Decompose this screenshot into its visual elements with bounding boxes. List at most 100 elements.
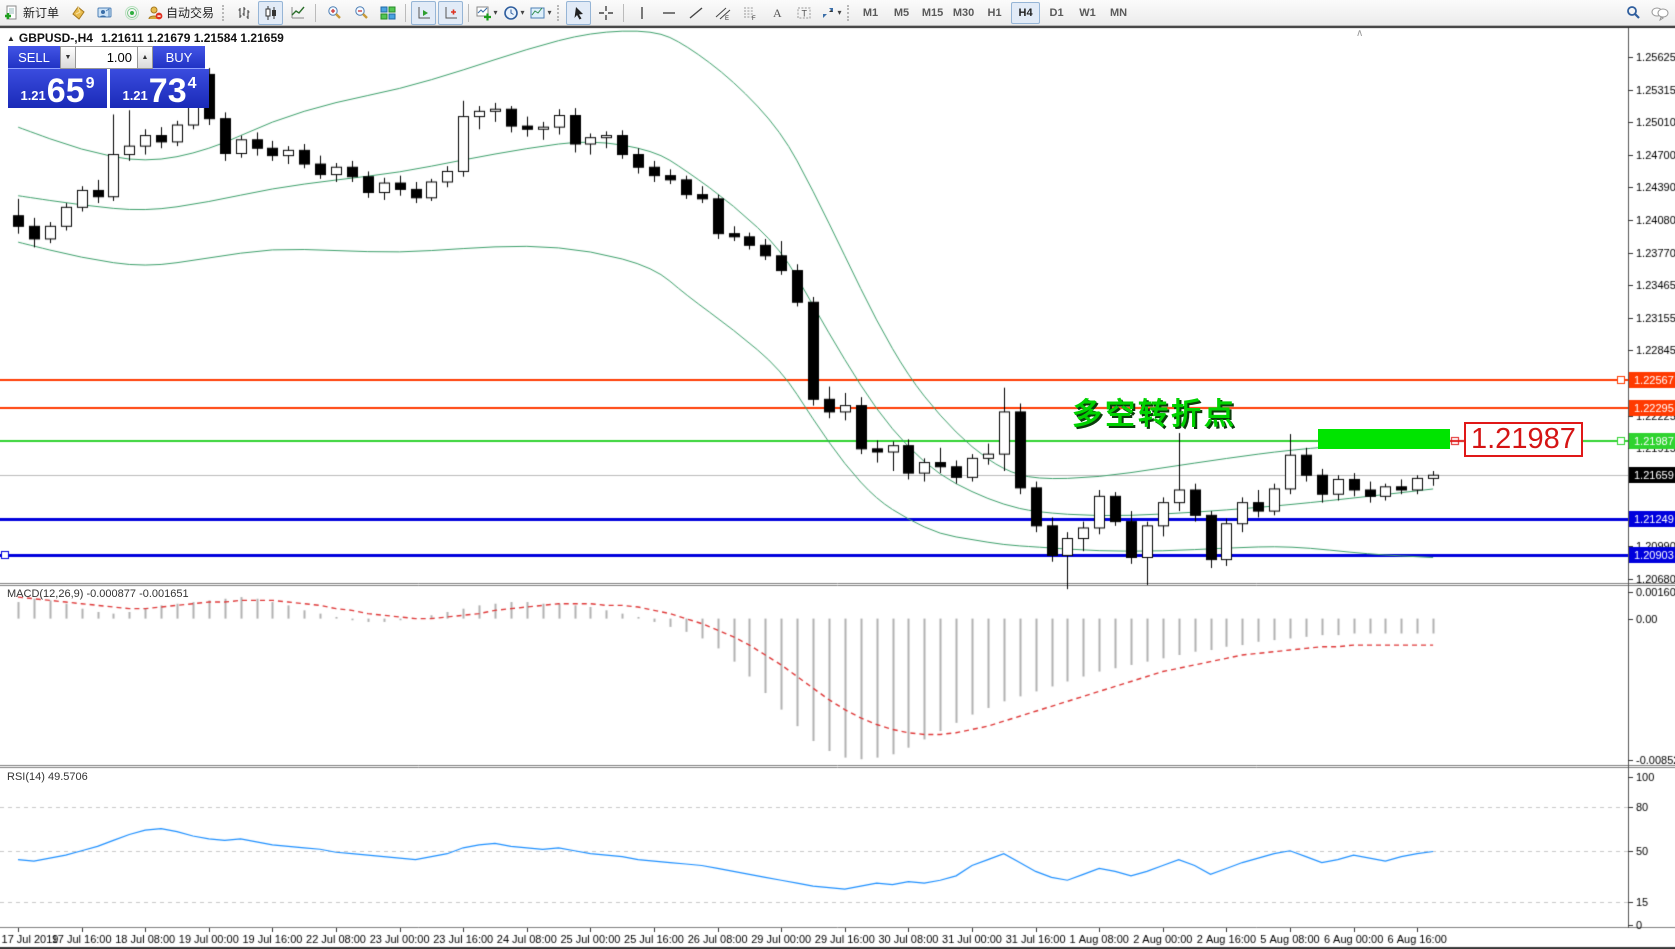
bid-price-button[interactable]: 1.21 65 9 <box>8 69 107 108</box>
tab-m30[interactable]: M30 <box>952 6 975 19</box>
bid-pipette: 9 <box>85 75 95 92</box>
horizontal-line-button[interactable] <box>656 1 681 25</box>
vertical-line-button[interactable] <box>629 1 654 25</box>
bid-prefix: 1.21 <box>20 88 46 103</box>
zoom-out-icon <box>353 5 369 21</box>
text-button[interactable]: A <box>764 1 789 25</box>
auto-trading-label: 自动交易 <box>166 6 215 20</box>
templates-button[interactable]: ▾ <box>528 1 553 25</box>
supply-zone-rectangle[interactable] <box>1318 429 1450 449</box>
toolbar-handle <box>847 4 852 21</box>
tab-d1[interactable]: D1 <box>1049 6 1064 19</box>
vertical-line-icon <box>634 5 650 21</box>
signal-button[interactable] <box>119 1 144 25</box>
chart-symbol-period: GBPUSD-,H4 <box>18 31 93 45</box>
equidistant-channel-icon: E <box>715 5 731 21</box>
chevron-down-icon: ▾ <box>520 8 525 17</box>
line-chart-button[interactable] <box>285 1 310 25</box>
volume-input[interactable]: 1.00 <box>76 46 137 69</box>
macd-indicator-label: MACD(12,26,9) -0.000877 -0.001651 <box>7 588 189 600</box>
chat-button[interactable] <box>1647 1 1672 25</box>
volume-increase-button[interactable]: ▲ <box>137 46 153 69</box>
chart-shift-button[interactable] <box>438 0 464 25</box>
svg-text:E: E <box>725 16 729 21</box>
add-indicator-button[interactable]: ▾ <box>474 1 499 25</box>
price-flag-label[interactable]: 1.21987 <box>1464 422 1583 457</box>
sell-label: SELL <box>18 49 50 65</box>
new-order-label: 新订单 <box>23 6 60 20</box>
one-click-trading-panel: SELL ▼ 1.00 ▲ BUY 1.21 65 9 1.21 73 4 <box>8 46 209 108</box>
zoom-in-icon <box>326 5 342 21</box>
add-indicator-icon <box>476 5 492 21</box>
bar-chart-button[interactable] <box>231 1 256 25</box>
ask-prefix: 1.21 <box>122 88 148 103</box>
search-icon <box>1625 5 1641 21</box>
tab-mn[interactable]: MN <box>1109 6 1128 19</box>
signal-icon <box>124 5 140 21</box>
svg-text:A: A <box>773 6 782 20</box>
candlestick-chart-button[interactable] <box>258 0 284 25</box>
tab-w1[interactable]: W1 <box>1079 6 1096 19</box>
svg-text:F: F <box>752 16 756 21</box>
fibonacci-button[interactable]: F <box>737 1 762 25</box>
zoom-in-button[interactable] <box>321 1 346 25</box>
chart-ohlc-values: 1.21611 1.21679 1.21584 1.21659 <box>100 31 284 45</box>
tab-h1[interactable]: H1 <box>987 6 1002 19</box>
toolbar-separator <box>315 3 317 22</box>
text-label-button[interactable]: T <box>791 1 816 25</box>
zoom-out-button[interactable] <box>348 1 373 25</box>
toolbar-separator <box>405 3 407 22</box>
crosshair-icon <box>598 5 614 21</box>
bid-big-digits: 65 <box>46 72 85 110</box>
shapes-arrows-icon <box>820 5 836 21</box>
new-order-button[interactable]: 新订单 <box>3 1 63 25</box>
tile-windows-button[interactable] <box>375 1 400 25</box>
sell-button[interactable]: SELL <box>8 46 60 69</box>
chart-title: ▲ GBPUSD-,H4 1.21611 1.21679 1.21584 1.2… <box>7 31 284 45</box>
turning-point-annotation[interactable]: 多空转折点 <box>1072 398 1237 431</box>
tab-h4[interactable]: H4 <box>1011 1 1041 24</box>
chat-icon <box>1651 5 1669 21</box>
buy-label: BUY <box>165 49 193 65</box>
periods-button[interactable]: ▾ <box>501 1 526 25</box>
toolbar-separator <box>468 3 470 22</box>
tab-m1[interactable]: M1 <box>862 6 879 19</box>
gold-gem-button[interactable] <box>65 1 90 25</box>
volume-decrease-button[interactable]: ▼ <box>60 46 76 69</box>
crosshair-button[interactable] <box>593 1 618 25</box>
search-button[interactable] <box>1620 1 1645 25</box>
chevron-down-icon: ▾ <box>547 8 552 17</box>
toolbar: 新订单 自动交易 <box>0 0 1675 26</box>
trendline-button[interactable] <box>683 1 708 25</box>
horizontal-line-icon <box>661 5 677 21</box>
fibonacci-icon: F <box>742 5 758 21</box>
tab-m5[interactable]: M5 <box>893 6 910 19</box>
auto-trading-button[interactable]: 自动交易 <box>146 1 218 25</box>
chevron-down-icon: ▾ <box>493 8 498 17</box>
cursor-button[interactable] <box>566 0 592 25</box>
ask-pipette: 4 <box>187 75 197 92</box>
shapes-button[interactable]: ▾ <box>818 1 843 25</box>
text-label-icon: T <box>796 5 812 21</box>
equidistant-channel-button[interactable]: E <box>710 1 735 25</box>
auto-scroll-icon <box>416 5 432 21</box>
svg-text:T: T <box>801 8 807 18</box>
auto-scroll-button[interactable] <box>411 0 437 25</box>
toolbar-handle <box>557 4 562 21</box>
tab-m15[interactable]: M15 <box>921 6 944 19</box>
spinner-up-icon: ▲ <box>141 54 149 61</box>
chart-shift-icon <box>443 5 459 21</box>
toolbar-handle <box>222 4 227 21</box>
buy-button[interactable]: BUY <box>153 46 205 69</box>
tile-windows-icon <box>380 5 396 21</box>
periods-clock-icon <box>503 5 519 21</box>
volume-value: 1.00 <box>106 50 132 65</box>
collapse-triangle-icon[interactable]: ▲ <box>7 33 15 43</box>
new-order-icon <box>4 5 20 21</box>
profiles-button[interactable] <box>92 1 117 25</box>
gold-gem-icon <box>70 5 86 21</box>
trendline-icon <box>688 5 704 21</box>
ask-price-button[interactable]: 1.21 73 4 <box>110 69 209 108</box>
